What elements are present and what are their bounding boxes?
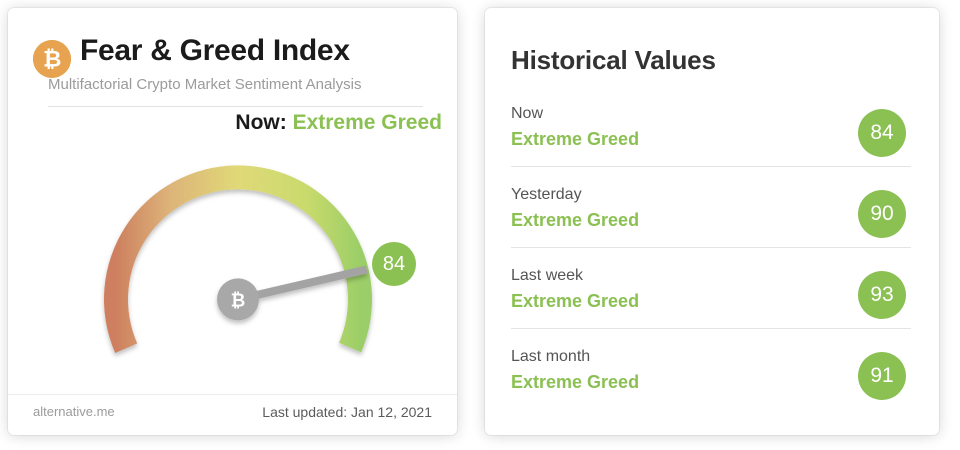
svg-text:₿: ₿ xyxy=(231,290,246,310)
